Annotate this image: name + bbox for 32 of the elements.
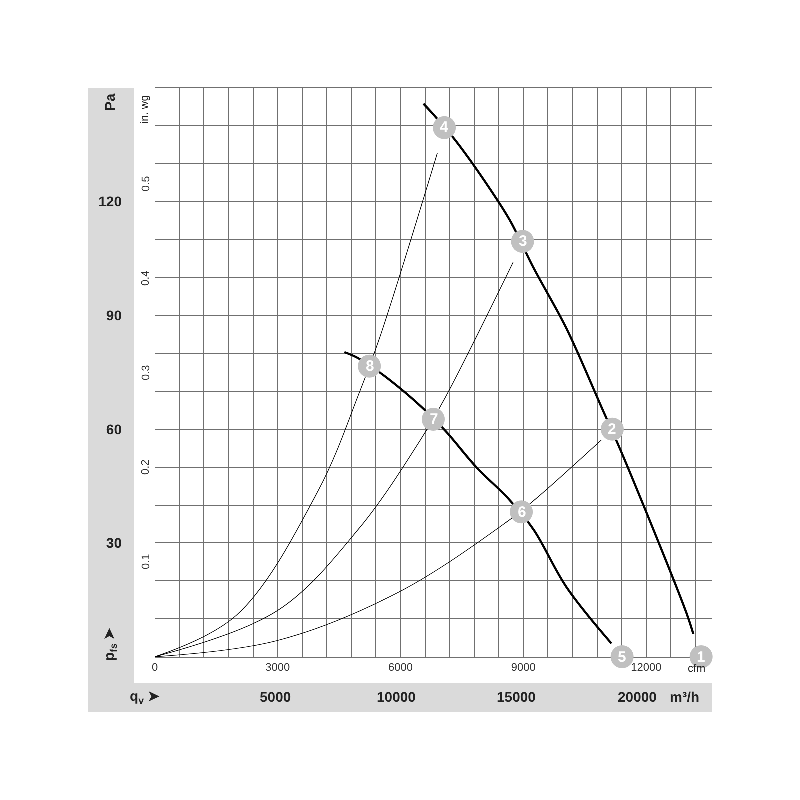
- line-series: [422, 102, 695, 636]
- x2-tick-label: 15000: [497, 689, 536, 705]
- annotation: 2: [608, 421, 616, 438]
- x-tick-label: 6000: [388, 662, 413, 674]
- y-tick-label: 120: [98, 194, 122, 210]
- y2-tick-label: 0.2: [140, 460, 152, 476]
- annotation: 1: [697, 649, 706, 666]
- y-tick-label: 90: [106, 308, 122, 324]
- annotation: 3: [519, 233, 528, 250]
- annotation: 8: [366, 358, 374, 375]
- y2-tick-label: 0.5: [140, 176, 152, 192]
- x-tick-label: 12000: [631, 662, 662, 674]
- y-axis-title: Pa: [102, 94, 118, 111]
- x2-tick-label: 10000: [377, 689, 416, 705]
- annotation: 6: [518, 504, 526, 521]
- x2-axis-title: m³/h: [670, 689, 700, 705]
- y-tick-label: 60: [106, 421, 122, 438]
- y2-tick-label: 0.1: [140, 554, 152, 570]
- text: q$_{v}$ ➤: [130, 688, 160, 707]
- y2-axis-title: in. wg: [139, 95, 151, 124]
- x-tick-label: 3000: [266, 662, 290, 674]
- annotation: 4: [440, 119, 449, 136]
- y2-tick-label: 0.4: [140, 270, 152, 286]
- annotation: 7: [430, 411, 438, 428]
- y-tick-label: 30: [106, 535, 122, 552]
- x-tick-label: 9000: [511, 662, 536, 674]
- x2-tick-label: 5000: [260, 689, 292, 705]
- x-axis-title: cfm: [688, 663, 706, 675]
- y2-tick-label: 0.3: [140, 365, 152, 381]
- annotation: 5: [618, 649, 626, 666]
- x2-tick-label: 20000: [618, 689, 658, 705]
- x-tick-label: 0: [152, 662, 158, 674]
